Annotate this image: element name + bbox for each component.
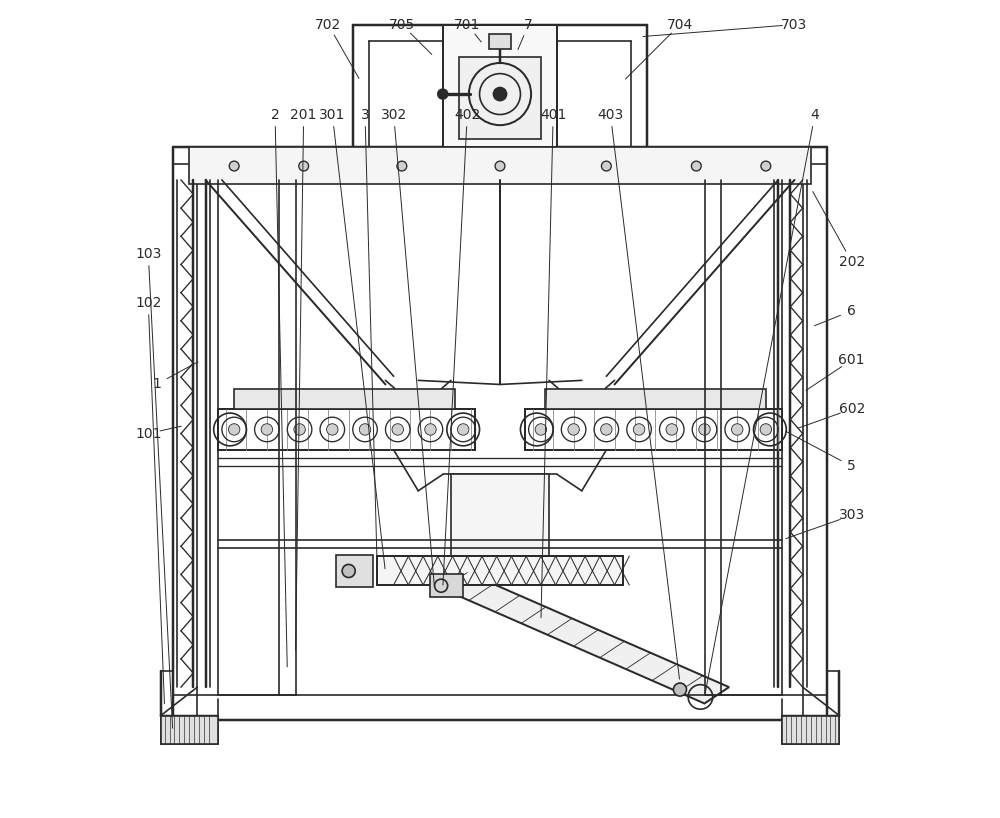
Bar <box>161 716 218 744</box>
Circle shape <box>294 424 305 435</box>
Text: 7: 7 <box>524 17 533 32</box>
Bar <box>782 716 839 744</box>
Text: 5: 5 <box>847 459 856 474</box>
Bar <box>489 34 511 49</box>
Circle shape <box>601 424 612 435</box>
Text: 401: 401 <box>540 107 566 122</box>
Text: 705: 705 <box>389 17 415 32</box>
Bar <box>525 409 782 450</box>
Circle shape <box>392 424 403 435</box>
Bar <box>451 474 549 556</box>
Circle shape <box>761 161 771 171</box>
Text: 3: 3 <box>361 107 369 122</box>
Text: 103: 103 <box>135 246 161 261</box>
Text: 101: 101 <box>135 426 162 441</box>
Text: 6: 6 <box>847 303 856 318</box>
Text: 202: 202 <box>839 254 865 269</box>
Circle shape <box>673 683 687 696</box>
Circle shape <box>731 424 743 435</box>
Circle shape <box>691 161 701 171</box>
Circle shape <box>760 424 772 435</box>
Circle shape <box>568 424 579 435</box>
Circle shape <box>666 424 678 435</box>
Text: 602: 602 <box>839 402 865 416</box>
Bar <box>161 716 218 744</box>
Circle shape <box>601 161 611 171</box>
Text: 703: 703 <box>781 17 808 32</box>
Bar <box>377 556 623 585</box>
Circle shape <box>633 424 645 435</box>
Bar <box>782 716 839 744</box>
Text: 402: 402 <box>454 107 480 122</box>
Bar <box>459 57 541 139</box>
Circle shape <box>299 161 309 171</box>
Circle shape <box>425 424 436 435</box>
Text: 4: 4 <box>811 107 819 122</box>
Bar <box>234 389 455 409</box>
Circle shape <box>327 424 338 435</box>
Text: 201: 201 <box>290 107 317 122</box>
Circle shape <box>342 564 355 578</box>
Text: 601: 601 <box>838 353 865 367</box>
Circle shape <box>493 88 507 101</box>
Circle shape <box>495 161 505 171</box>
Bar <box>545 389 766 409</box>
Text: 102: 102 <box>135 295 161 310</box>
Text: 702: 702 <box>315 17 341 32</box>
Bar <box>430 574 463 597</box>
Text: 301: 301 <box>319 107 345 122</box>
Text: 701: 701 <box>454 17 480 32</box>
Circle shape <box>699 424 710 435</box>
Bar <box>189 147 811 184</box>
Circle shape <box>457 424 469 435</box>
Circle shape <box>261 424 273 435</box>
Circle shape <box>535 424 547 435</box>
Text: 1: 1 <box>152 377 161 392</box>
Circle shape <box>359 424 371 435</box>
Circle shape <box>397 161 407 171</box>
Circle shape <box>229 161 239 171</box>
Bar <box>218 409 475 450</box>
Text: 303: 303 <box>839 508 865 523</box>
Text: 302: 302 <box>381 107 407 122</box>
Bar <box>443 25 557 147</box>
Text: 704: 704 <box>667 17 693 32</box>
Polygon shape <box>443 573 729 703</box>
Circle shape <box>438 89 448 99</box>
Circle shape <box>228 424 240 435</box>
Bar <box>336 555 373 587</box>
Text: 403: 403 <box>597 107 624 122</box>
Text: 2: 2 <box>271 107 279 122</box>
